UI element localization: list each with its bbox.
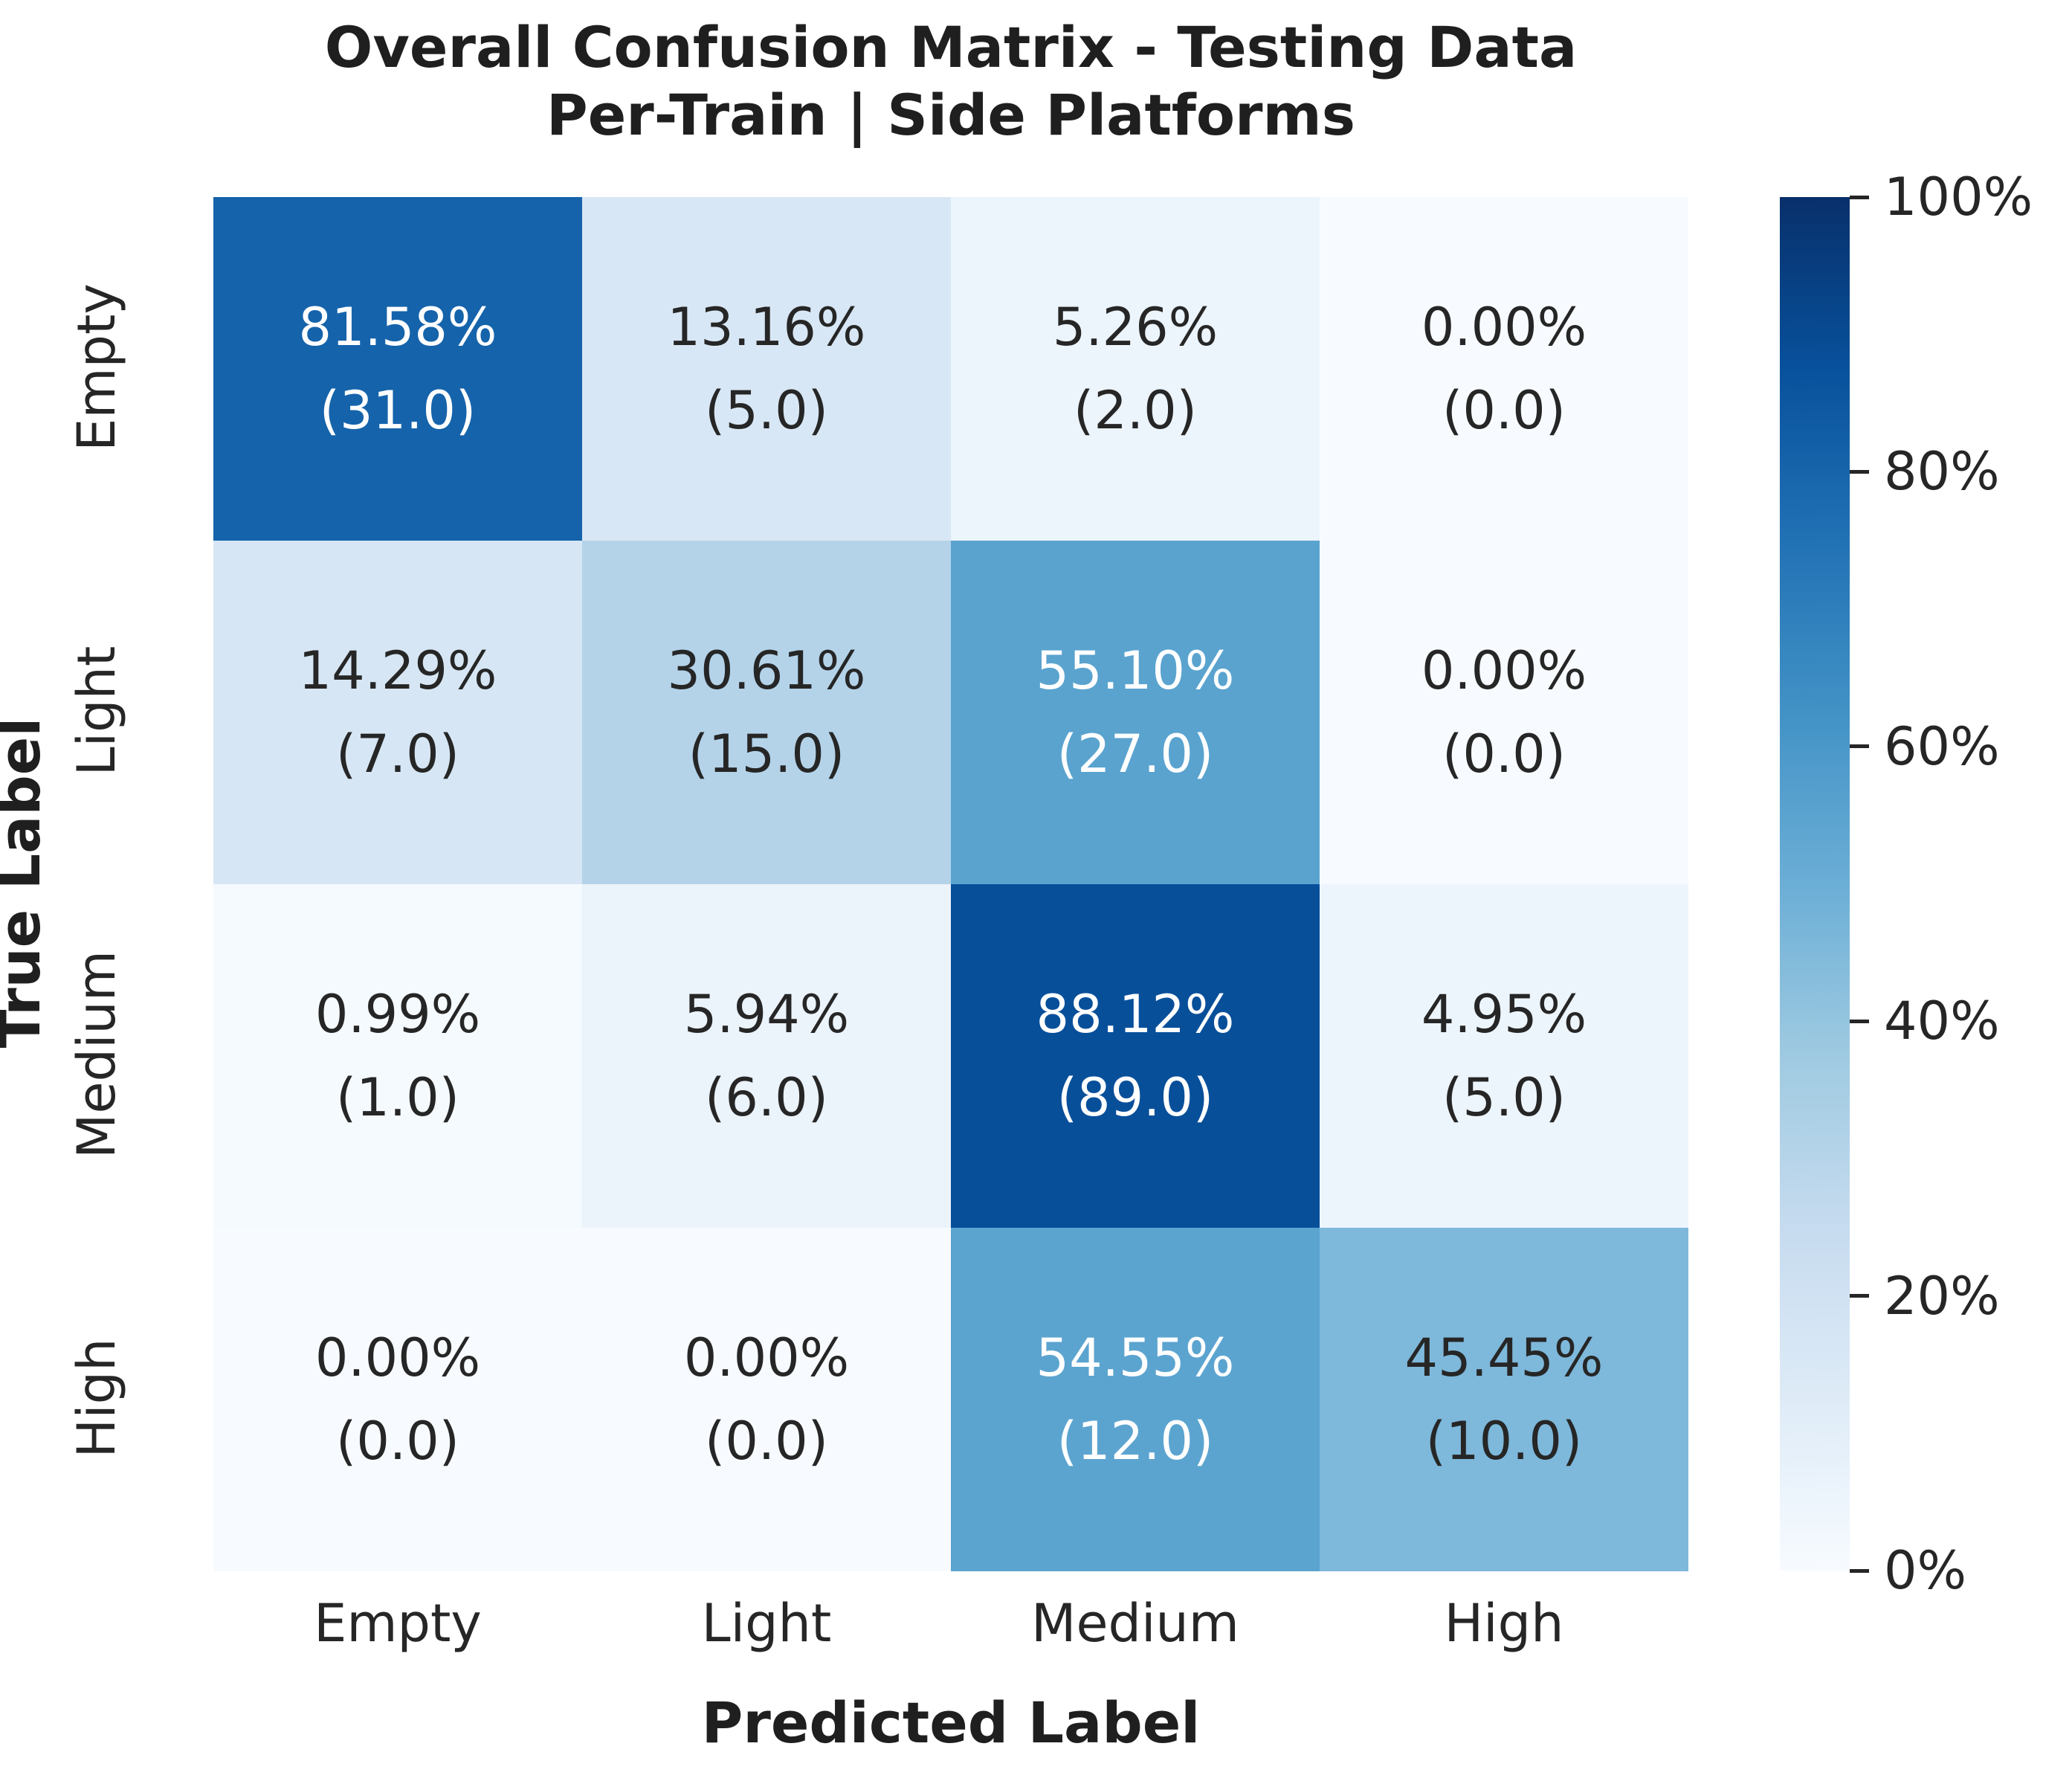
cell-percent: 81.58% (298, 297, 497, 358)
cell-percent: 45.45% (1404, 1327, 1604, 1388)
cell-percent: 0.00% (1421, 640, 1587, 701)
cell-count: (12.0) (1056, 1411, 1214, 1472)
matrix-cell-r1c2: 55.10% (27.0) (951, 541, 1320, 884)
y-tick-empty: Empty (66, 283, 127, 451)
x-axis-ticks: Empty Light Medium High (213, 1593, 1688, 1654)
matrix-cell-r3c2: 54.55% (12.0) (951, 1228, 1320, 1571)
cell-percent: 4.95% (1421, 984, 1587, 1045)
cell-count: (31.0) (319, 380, 477, 441)
cell-count: (5.0) (705, 380, 828, 441)
colorbar-ticks: 100% 80% 60% 40% 20% 0% (1850, 167, 2065, 1601)
cell-percent: 54.55% (1036, 1327, 1235, 1388)
chart-title: Overall Confusion Matrix - Testing Data … (213, 13, 1688, 149)
cell-percent: 0.00% (683, 1327, 850, 1388)
cell-percent: 88.12% (1036, 984, 1235, 1045)
matrix-cell-r1c1: 30.61% (15.0) (582, 541, 951, 884)
matrix-cell-r0c3: 0.00% (0.0) (1320, 197, 1688, 541)
matrix-cell-r2c3: 4.95% (5.0) (1320, 884, 1688, 1228)
tick-mark (1850, 1019, 1869, 1023)
cell-count: (0.0) (336, 1411, 459, 1472)
tick-mark (1850, 469, 1869, 474)
cell-count: (27.0) (1056, 724, 1214, 785)
y-tick-high: High (66, 1338, 127, 1458)
matrix-cell-r3c0: 0.00% (0.0) (213, 1228, 582, 1571)
tick-mark (1850, 744, 1869, 749)
heatmap-grid: 81.58% (31.0) 13.16% (5.0) 5.26% (2.0) 0… (213, 197, 1688, 1571)
y-tick-medium: Medium (66, 950, 127, 1159)
cell-count: (5.0) (1442, 1067, 1566, 1128)
cell-percent: 30.61% (667, 640, 866, 701)
y-axis-label: True Label (0, 717, 53, 1049)
cell-count: (1.0) (336, 1067, 459, 1128)
cell-count: (0.0) (1442, 724, 1566, 785)
matrix-cell-r2c1: 5.94% (6.0) (582, 884, 951, 1228)
x-tick-empty: Empty (314, 1593, 482, 1654)
cell-count: (0.0) (705, 1411, 828, 1472)
cell-percent: 13.16% (667, 297, 866, 358)
matrix-cell-r0c1: 13.16% (5.0) (582, 197, 951, 541)
chart-title-line2: Per-Train | Side Platforms (546, 82, 1355, 149)
cell-percent: 0.00% (1421, 297, 1587, 358)
tick-mark (1850, 1294, 1869, 1298)
cell-count: (15.0) (688, 724, 845, 785)
x-axis-label: Predicted Label (701, 1690, 1201, 1756)
cell-percent: 5.26% (1052, 297, 1219, 358)
matrix-cell-r2c0: 0.99% (1.0) (213, 884, 582, 1228)
cell-percent: 5.94% (683, 984, 850, 1045)
colorbar-tick-60: 60% (1850, 716, 2000, 777)
colorbar-tick-40: 40% (1850, 991, 2000, 1052)
y-axis-ticks: Empty Light Medium High (52, 197, 141, 1571)
x-tick-light: Light (701, 1593, 832, 1654)
matrix-cell-r0c0: 81.58% (31.0) (213, 197, 582, 541)
cell-count: (6.0) (705, 1067, 828, 1128)
colorbar-tick-80: 80% (1850, 441, 2000, 502)
cell-count: (89.0) (1056, 1067, 1214, 1128)
cell-count: (0.0) (1442, 380, 1566, 441)
x-tick-medium: Medium (1031, 1593, 1239, 1654)
cell-percent: 0.00% (314, 1327, 481, 1388)
cell-count: (2.0) (1074, 380, 1197, 441)
cell-count: (10.0) (1425, 1411, 1583, 1472)
x-tick-high: High (1444, 1593, 1564, 1654)
tick-mark (1850, 195, 1869, 199)
cell-percent: 0.99% (314, 984, 481, 1045)
colorbar-tick-100: 100% (1850, 167, 2033, 228)
colorbar-tick-0: 0% (1850, 1540, 1966, 1601)
matrix-cell-r0c2: 5.26% (2.0) (951, 197, 1320, 541)
matrix-cell-r2c2: 88.12% (89.0) (951, 884, 1320, 1228)
y-tick-light: Light (66, 645, 127, 776)
matrix-cell-r1c3: 0.00% (0.0) (1320, 541, 1688, 884)
colorbar-tick-20: 20% (1850, 1266, 2000, 1327)
colorbar-gradient (1780, 197, 1850, 1571)
chart-title-line1: Overall Confusion Matrix - Testing Data (324, 14, 1578, 80)
matrix-cell-r3c3: 45.45% (10.0) (1320, 1228, 1688, 1571)
tick-mark (1850, 1568, 1869, 1573)
matrix-cell-r1c0: 14.29% (7.0) (213, 541, 582, 884)
cell-count: (7.0) (336, 724, 459, 785)
cell-percent: 55.10% (1036, 640, 1235, 701)
cell-percent: 14.29% (298, 640, 497, 701)
matrix-cell-r3c1: 0.00% (0.0) (582, 1228, 951, 1571)
